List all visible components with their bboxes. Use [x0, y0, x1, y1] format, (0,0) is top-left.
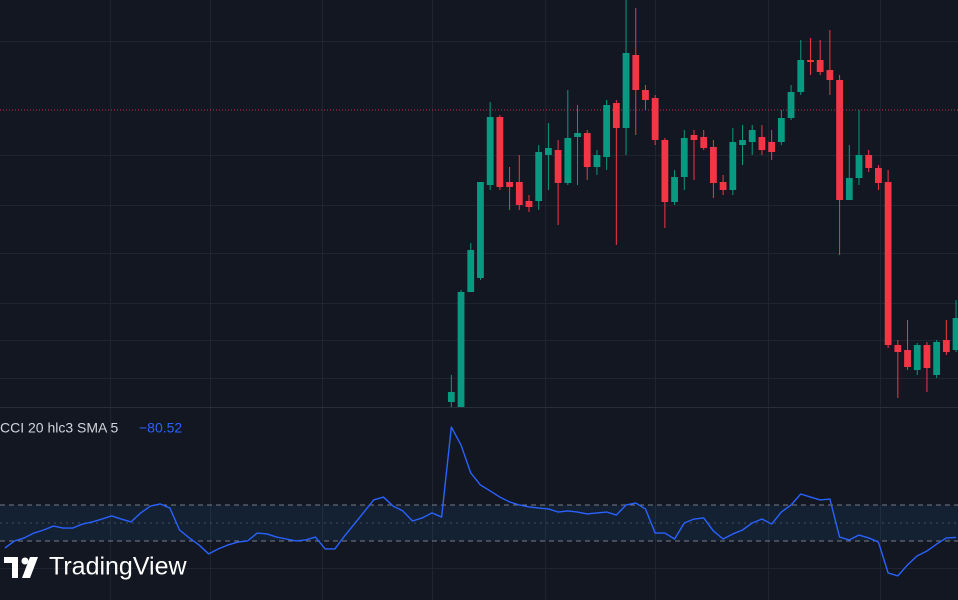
candle-body: [535, 152, 543, 201]
indicator-title: CCI 20 hlc3 SMA 5: [0, 420, 118, 436]
candle-body: [574, 133, 581, 137]
candle-body: [545, 148, 552, 155]
candle-body: [651, 98, 659, 140]
logo: TradingView: [4, 553, 188, 581]
candle-body: [506, 182, 513, 187]
candle-body: [904, 350, 911, 367]
candle-body: [875, 168, 882, 183]
candle-body: [496, 117, 504, 187]
candle-body: [477, 182, 484, 278]
indicator-value: −80.52: [139, 420, 182, 436]
candle-body: [777, 118, 785, 142]
candle-body: [797, 60, 805, 92]
candle-body: [486, 117, 494, 185]
candle-body: [593, 155, 601, 167]
candle-body: [467, 250, 475, 292]
candle-body: [632, 55, 640, 90]
candle-body: [768, 142, 776, 152]
candle-body: [787, 92, 795, 118]
candle-body: [807, 60, 814, 62]
logo-shape: [4, 557, 18, 578]
candle-body: [447, 392, 455, 402]
logo-shape: [21, 557, 29, 565]
candle-body: [661, 140, 669, 202]
candle-body: [836, 80, 843, 200]
candle-body: [690, 135, 698, 140]
candle-body: [554, 150, 562, 183]
candle-body: [700, 137, 708, 148]
price-pane: [0, 0, 958, 407]
cci-line: [4, 426, 957, 577]
candle-body: [710, 147, 717, 183]
candle-body: [884, 182, 892, 345]
candle-body: [816, 60, 824, 72]
candle-body: [457, 292, 465, 407]
candle-body: [942, 340, 950, 352]
candle-body: [865, 155, 873, 168]
candle-body: [739, 140, 746, 145]
candle-body: [855, 155, 863, 178]
candle-body: [603, 105, 611, 157]
candle-body: [748, 130, 756, 142]
candle-body: [515, 182, 523, 205]
candle-body: [642, 90, 649, 100]
candle-body: [612, 103, 620, 128]
candle-body: [680, 138, 688, 177]
candle-body: [758, 137, 766, 150]
candle-body: [913, 345, 921, 370]
candle-body: [525, 201, 533, 207]
candle-body: [894, 345, 902, 352]
logo-text: TradingView: [49, 553, 188, 581]
logo-shape: [22, 557, 38, 578]
candle-body: [826, 70, 834, 80]
candle-body: [729, 142, 737, 190]
candle-body: [564, 138, 572, 183]
candle-body: [583, 133, 591, 167]
candle-body: [622, 53, 630, 128]
cci-pane: [0, 426, 958, 577]
candle-body: [933, 342, 941, 375]
candle-body: [671, 177, 678, 202]
candle-body: [952, 318, 958, 350]
candle-body: [719, 182, 727, 190]
candle-body: [845, 178, 853, 200]
candle-body: [923, 345, 931, 368]
logo-icon: [4, 557, 38, 578]
